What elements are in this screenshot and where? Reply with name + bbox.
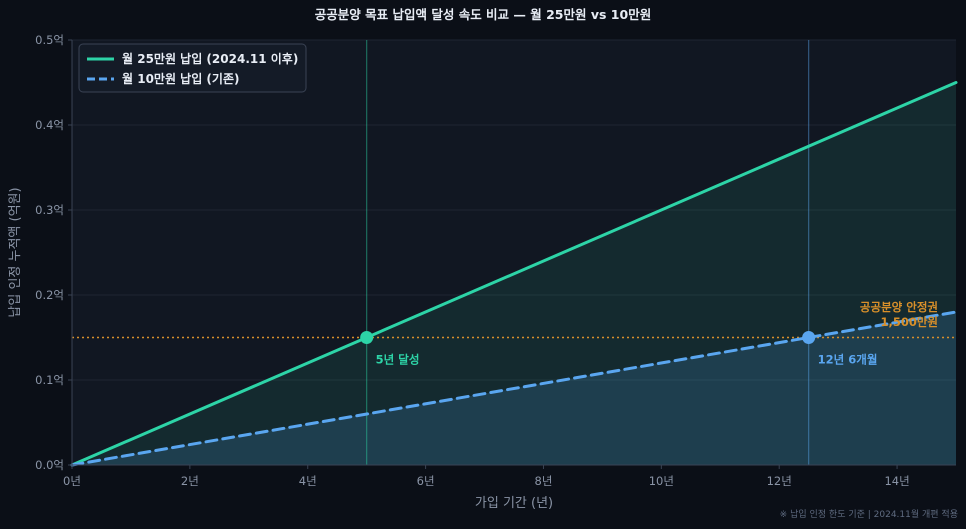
- y-tick-label: 0.5억: [35, 33, 64, 47]
- chart-title: 공공분양 목표 납입액 달성 속도 비교 — 월 25만원 vs 10만원: [315, 7, 651, 22]
- legend-label-1: 월 25만원 납입 (2024.11 이후): [122, 51, 298, 66]
- y-tick-label: 0.3억: [35, 203, 64, 217]
- x-tick-label: 0년: [63, 474, 81, 488]
- x-tick-label: 12년: [767, 474, 792, 488]
- y-tick-label: 0.2억: [35, 288, 64, 302]
- x-tick-label: 4년: [299, 474, 317, 488]
- y-axis-label: 납입 인정 누적액 (억원): [8, 187, 23, 317]
- x-tick-label: 14년: [884, 474, 909, 488]
- legend-label-2: 월 10만원 납입 (기존): [122, 71, 239, 86]
- milestone-label-2: 12년 6개월: [818, 353, 878, 367]
- x-axis-label: 가입 기간 (년): [475, 496, 553, 511]
- x-tick-label: 10년: [649, 474, 674, 488]
- plot-area: [72, 40, 956, 465]
- y-tick-label: 0.1억: [35, 373, 64, 387]
- x-tick-label: 8년: [535, 474, 553, 488]
- series-line-1: [70, 81, 958, 467]
- milestone-label-1: 5년 달성: [376, 353, 420, 367]
- legend-box: [78, 43, 307, 93]
- threshold-label-line1: 공공분양 안정권: [860, 300, 938, 314]
- x-tick-label: 6년: [417, 474, 435, 488]
- footnote: ※ 납입 인정 한도 기준 | 2024.11월 개편 적용: [780, 508, 958, 520]
- milestone-point-1: [360, 331, 374, 344]
- threshold-label-line2: 1,500만원: [880, 315, 938, 329]
- legend: 월 25만원 납입 (2024.11 이후) 월 10만원 납입 (기존): [78, 43, 307, 93]
- y-tick-label: 0.4억: [35, 118, 64, 132]
- y-tick-label: 0.0억: [35, 458, 64, 472]
- milestone-point-2: [802, 331, 816, 344]
- x-tick-label: 2년: [181, 474, 199, 488]
